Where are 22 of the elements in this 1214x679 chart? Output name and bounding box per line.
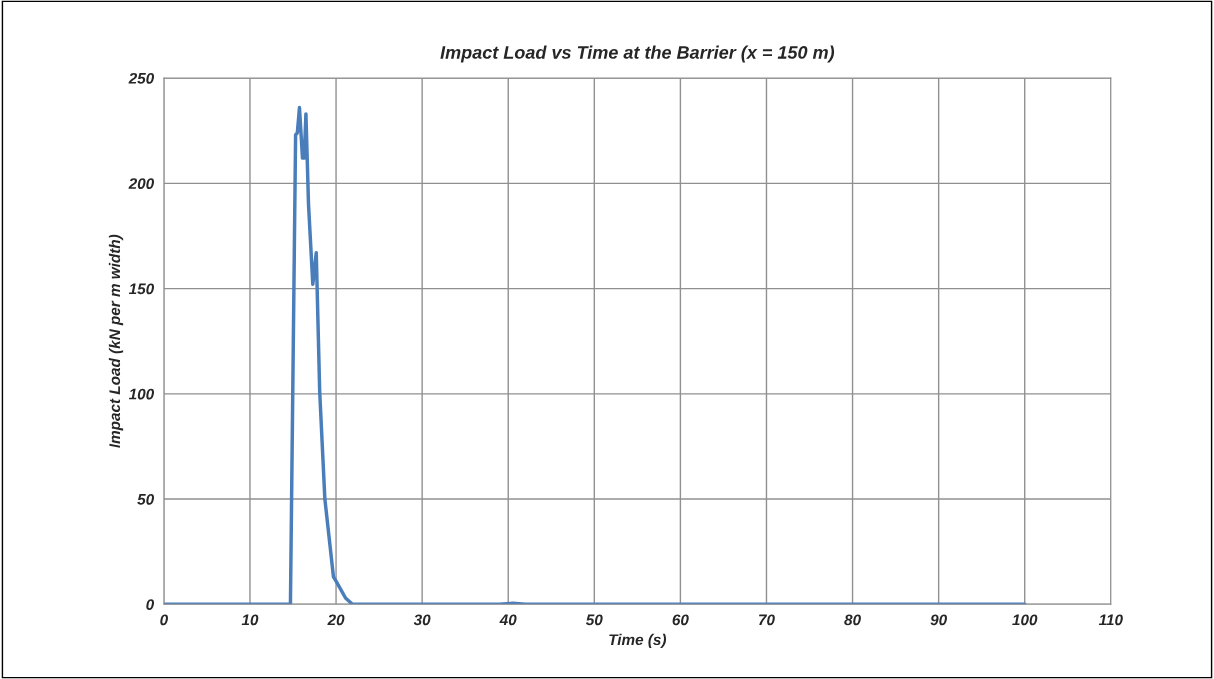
x-tick-label: 10	[241, 614, 259, 626]
x-axis-title: Time (s)	[609, 633, 667, 649]
x-tick-label: 80	[844, 614, 861, 626]
x-tick-label: 20	[327, 614, 345, 626]
y-tick-label: 0	[146, 599, 155, 610]
x-tick-label: 50	[585, 614, 603, 626]
x-tick-label: 40	[499, 614, 517, 626]
x-tick-label: 90	[930, 614, 947, 626]
y-tick-label: 200	[128, 178, 155, 190]
chart-title: Impact Load vs Time at the Barrier (x = 150 m)	[440, 45, 835, 63]
x-tick-label: 0	[160, 614, 168, 626]
y-tick-label: 50	[137, 493, 155, 505]
y-tick-label: 250	[128, 72, 155, 84]
x-tick-label: 70	[759, 614, 775, 626]
x-tick-label: 100	[1012, 614, 1038, 626]
x-tick-label: 30	[413, 614, 431, 626]
y-axis-title: Impact Load (kN per m width)	[108, 234, 124, 448]
y-tick-label: 150	[128, 283, 155, 295]
x-tick-label: 60	[672, 614, 689, 626]
x-tick-label: 110	[1098, 614, 1123, 626]
y-tick-label: 100	[128, 388, 155, 400]
line-series	[163, 105, 1027, 605]
